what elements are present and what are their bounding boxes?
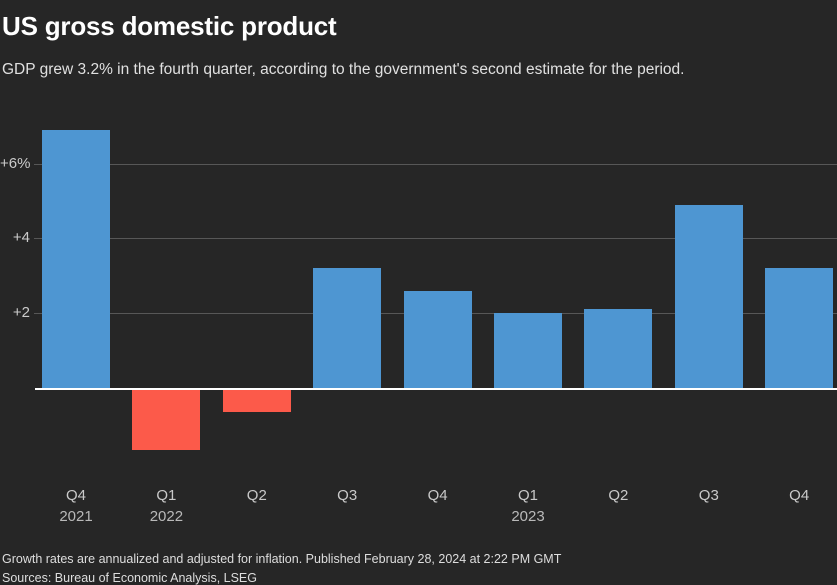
x-axis-tick-label: Q2 — [608, 487, 629, 504]
x-axis-tick-label: Q4 — [65, 487, 86, 504]
bar-q3-2023 — [674, 204, 743, 388]
bar-q4-2021 — [42, 129, 110, 388]
bar-q1-2023 — [494, 313, 562, 388]
x-axis-tick-label: Q1 — [156, 487, 177, 504]
bar-q3-2022 — [313, 268, 382, 388]
x-axis-tick-label: Q4 — [427, 487, 448, 504]
x-axis-year-label: 2023 — [511, 508, 545, 525]
x-axis-tick-label: Q2 — [246, 487, 267, 504]
x-axis-tick-label: Q3 — [337, 487, 358, 504]
bar-q4-2022 — [403, 290, 472, 388]
chart-subtitle: GDP grew 3.2% in the fourth quarter, acc… — [2, 61, 685, 78]
y-axis-tick-label: +6% — [0, 154, 31, 172]
x-axis-tick-label: Q1 — [517, 487, 538, 504]
x-axis-year-label: 2021 — [59, 508, 93, 525]
bar-q2-2022 — [222, 390, 291, 413]
bar-q1-2022 — [132, 390, 201, 450]
y-axis-tick-label: +2 — [12, 304, 30, 322]
footnote: Growth rates are annualized and adjusted… — [2, 552, 562, 566]
bar-q4-2023 — [765, 268, 834, 388]
zero-baseline — [35, 388, 837, 390]
x-axis-tick-label: Q3 — [698, 487, 719, 504]
chart-title: US gross domestic product — [2, 11, 337, 41]
x-axis-tick-label: Q4 — [789, 487, 810, 504]
x-axis-year-label: 2022 — [149, 508, 184, 525]
y-axis-tick-label: +4 — [12, 229, 30, 247]
gridline-4 — [34, 238, 837, 240]
bar-q2-2023 — [584, 309, 653, 388]
gridline-6 — [34, 163, 837, 165]
sources-line: Sources: Bureau of Economic Analysis, LS… — [2, 571, 257, 585]
